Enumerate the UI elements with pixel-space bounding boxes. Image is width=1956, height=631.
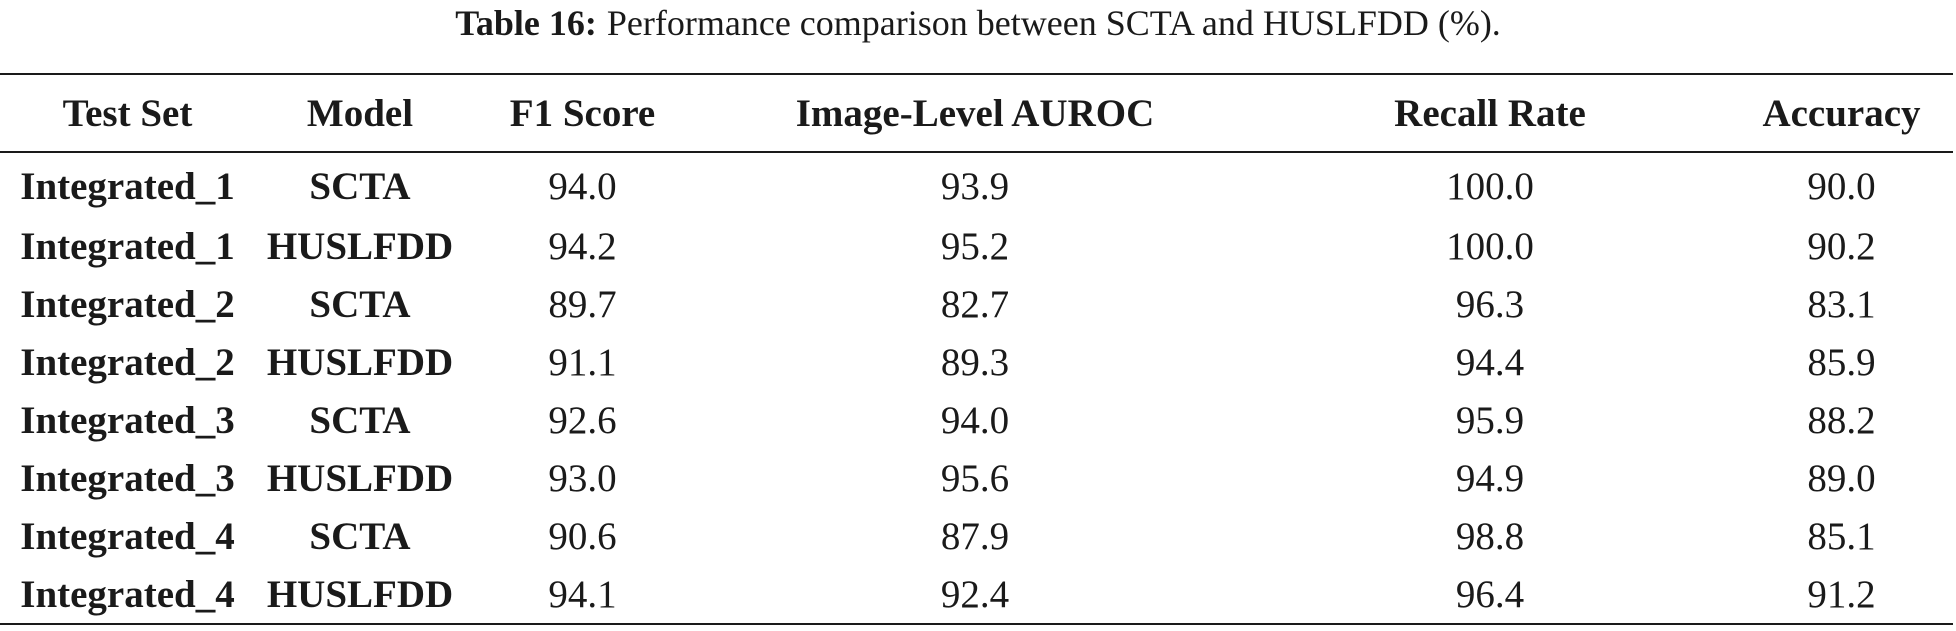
cell-test-set: Integrated_1 — [20, 164, 235, 208]
table-row: Integrated_4 HUSLFDD 94.1 92.4 96.4 91.2 — [0, 565, 1953, 624]
cell-recall-rate: 96.3 — [1455, 282, 1525, 326]
cell-model: HUSLFDD — [266, 572, 454, 616]
cell-f1-score: 90.6 — [548, 514, 617, 558]
cell-test-set: Integrated_1 — [20, 224, 235, 268]
cell-recall-rate: 94.4 — [1455, 340, 1525, 384]
cell-model: HUSLFDD — [266, 456, 454, 500]
cell-f1-score: 94.2 — [548, 224, 617, 268]
cell-recall-rate: 96.4 — [1455, 572, 1525, 616]
cell-model: SCTA — [309, 164, 411, 208]
cell-test-set: Integrated_2 — [20, 340, 235, 384]
header-f1-score: F1 Score — [509, 91, 656, 135]
cell-accuracy: 85.1 — [1807, 514, 1876, 558]
header-test-set: Test Set — [62, 91, 193, 135]
cell-recall-rate: 98.8 — [1455, 514, 1525, 558]
cell-f1-score: 91.1 — [548, 340, 617, 384]
cell-accuracy: 90.2 — [1807, 224, 1876, 268]
cell-f1-score: 92.6 — [548, 398, 617, 442]
cell-image-level-auroc: 92.4 — [940, 572, 1010, 616]
cell-test-set: Integrated_3 — [20, 456, 235, 500]
cell-f1-score: 89.7 — [548, 282, 617, 326]
table-row: Integrated_3 SCTA 92.6 94.0 95.9 88.2 — [0, 391, 1953, 449]
cell-f1-score: 93.0 — [548, 456, 617, 500]
cell-image-level-auroc: 87.9 — [940, 514, 1010, 558]
cell-accuracy: 85.9 — [1807, 340, 1876, 384]
table-row: Integrated_4 SCTA 90.6 87.9 98.8 85.1 — [0, 507, 1953, 565]
cell-accuracy: 88.2 — [1807, 398, 1876, 442]
cell-recall-rate: 95.9 — [1455, 398, 1525, 442]
table-caption: Table 16: Performance comparison between … — [0, 0, 1956, 46]
table-row: Integrated_1 HUSLFDD 94.2 95.2 100.0 90.… — [0, 217, 1953, 275]
cell-accuracy: 91.2 — [1807, 572, 1876, 616]
cell-accuracy: 90.0 — [1807, 164, 1876, 208]
cell-image-level-auroc: 95.2 — [940, 224, 1010, 268]
cell-test-set: Integrated_3 — [20, 398, 235, 442]
caption-text: Performance comparison between SCTA and … — [606, 3, 1501, 43]
table-row: Integrated_2 HUSLFDD 91.1 89.3 94.4 85.9 — [0, 333, 1953, 391]
cell-image-level-auroc: 95.6 — [940, 456, 1010, 500]
cell-model: SCTA — [309, 514, 411, 558]
cell-image-level-auroc: 82.7 — [940, 282, 1010, 326]
cell-test-set: Integrated_2 — [20, 282, 235, 326]
cell-test-set: Integrated_4 — [20, 572, 235, 616]
table-row: Integrated_3 HUSLFDD 93.0 95.6 94.9 89.0 — [0, 449, 1953, 507]
cell-model: HUSLFDD — [266, 340, 454, 384]
cell-recall-rate: 100.0 — [1446, 224, 1534, 268]
cell-recall-rate: 100.0 — [1446, 164, 1534, 208]
results-table: Test Set Model F1 Score Image-Level AURO… — [0, 73, 1953, 625]
cell-model: SCTA — [309, 398, 411, 442]
cell-recall-rate: 94.9 — [1455, 456, 1525, 500]
cell-image-level-auroc: 94.0 — [940, 398, 1010, 442]
table-row: Integrated_2 SCTA 89.7 82.7 96.3 83.1 — [0, 275, 1953, 333]
cell-image-level-auroc: 89.3 — [940, 340, 1010, 384]
header-row: Test Set Model F1 Score Image-Level AURO… — [0, 74, 1953, 152]
cell-test-set: Integrated_4 — [20, 514, 235, 558]
header-recall-rate: Recall Rate — [1394, 91, 1586, 135]
cell-f1-score: 94.0 — [548, 164, 617, 208]
caption-label: Table 16: — [455, 3, 597, 43]
table-row: Integrated_1 SCTA 94.0 93.9 100.0 90.0 — [0, 152, 1953, 217]
cell-model: SCTA — [309, 282, 411, 326]
cell-image-level-auroc: 93.9 — [940, 164, 1010, 208]
header-accuracy: Accuracy — [1762, 91, 1921, 135]
header-model: Model — [306, 91, 414, 135]
cell-model: HUSLFDD — [266, 224, 454, 268]
cell-accuracy: 89.0 — [1807, 456, 1876, 500]
table-header: Test Set Model F1 Score Image-Level AURO… — [0, 74, 1953, 152]
header-image-level-auroc: Image-Level AUROC — [795, 91, 1155, 135]
table-body: Integrated_1 SCTA 94.0 93.9 100.0 90.0 I… — [0, 152, 1953, 624]
cell-accuracy: 83.1 — [1807, 282, 1876, 326]
cell-f1-score: 94.1 — [548, 572, 617, 616]
